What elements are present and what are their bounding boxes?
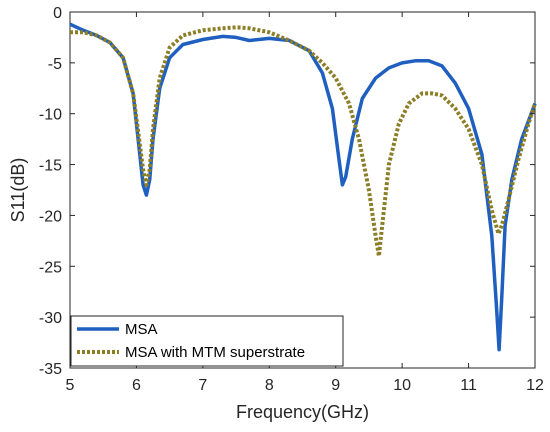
plot-area: 5 6 7 8 9 10 11 12 0 -5 -10 -15 -20 -25 -30 -35 — [39, 5, 544, 394]
series-line-1 — [70, 25, 537, 259]
y-tick-label: -20 — [39, 208, 62, 225]
x-tick-label: 8 — [265, 377, 274, 394]
y-tick-label: -35 — [39, 361, 62, 378]
y-tick-label: -30 — [39, 310, 62, 327]
y-tick-label: 0 — [53, 5, 62, 22]
legend-label-msa: MSA — [125, 321, 158, 338]
x-tick-label: 6 — [132, 377, 141, 394]
legend: MSA MSA with MTM superstrate — [70, 315, 344, 367]
y-tick-label: -25 — [39, 259, 62, 276]
series-layer — [69, 22, 537, 352]
x-tick-label: 10 — [393, 377, 411, 394]
x-axis-label: Frequency(GHz) — [236, 402, 369, 422]
x-tick-label: 11 — [460, 377, 477, 394]
plot-frame — [69, 11, 536, 369]
x-tick-label: 7 — [198, 377, 207, 394]
y-tick-label: -5 — [48, 56, 62, 73]
y-axis-label: S11(dB) — [8, 158, 28, 223]
series-line-0 — [69, 22, 537, 352]
x-tick-label: 12 — [526, 377, 544, 394]
x-tick-label: 9 — [331, 377, 340, 394]
y-tick-label: -15 — [39, 158, 62, 175]
tick-layer: 5 6 7 8 9 10 11 12 0 -5 -10 -15 -20 -25 -30 -35 — [39, 5, 544, 394]
legend-label-msa-mtm: MSA with MTM superstrate — [125, 344, 305, 361]
x-tick-label: 5 — [66, 377, 75, 394]
y-tick-label: -10 — [39, 107, 62, 124]
legend-box — [70, 315, 344, 367]
